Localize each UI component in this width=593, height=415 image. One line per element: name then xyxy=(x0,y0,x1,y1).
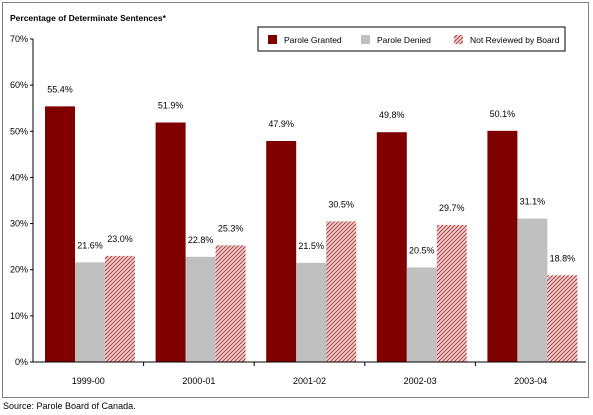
bar-labels-group: 55.4% 21.6% 23.0% 51.9% 22.8% 25.3% 47.9% 21.5%… xyxy=(47,84,575,263)
y-tick-label: 60% xyxy=(10,80,28,90)
bar-parole-denied xyxy=(75,262,105,362)
bar-parole-denied xyxy=(517,218,548,362)
legend-label: Parole Granted xyxy=(284,35,342,45)
y-axis-ticks: 0% 10% 20% 30% 40% 50% 60% 70% xyxy=(10,34,33,367)
bar-parole-granted xyxy=(266,140,297,362)
axes-group xyxy=(32,39,586,363)
legend-swatch xyxy=(361,35,370,44)
data-label: 22.8% xyxy=(188,235,214,245)
bars-group xyxy=(45,106,578,363)
data-label: 49.8% xyxy=(379,110,405,120)
bar-not-reviewed-by-board xyxy=(436,224,467,362)
data-label: 31.1% xyxy=(520,196,546,206)
data-label: 23.0% xyxy=(107,234,133,244)
legend-swatch xyxy=(454,35,463,44)
y-tick-label: 30% xyxy=(10,219,28,229)
data-label: 55.4% xyxy=(47,84,73,94)
data-label: 21.6% xyxy=(77,240,103,250)
data-label: 25.3% xyxy=(218,223,244,233)
y-tick-label: 50% xyxy=(10,126,28,136)
legend-box xyxy=(257,26,566,52)
x-tick-label: 2002-03 xyxy=(404,376,437,386)
x-axis-ticks: 1999-00 2000-01 2001-02 2002-03 2003-04 xyxy=(72,362,547,386)
data-label: 20.5% xyxy=(409,245,435,255)
bar-parole-granted xyxy=(45,106,75,363)
y-tick-label: 10% xyxy=(10,311,28,321)
data-label: 50.1% xyxy=(490,109,516,119)
x-tick-label: 2001-02 xyxy=(293,376,326,386)
bar-parole-denied xyxy=(185,256,216,362)
legend-label: Not Reviewed by Board xyxy=(470,35,560,45)
data-label: 18.8% xyxy=(550,253,576,263)
data-label: 51.9% xyxy=(158,101,184,111)
y-axis-label: Percentage of Determinate Sentences* xyxy=(10,13,167,23)
bar-not-reviewed-by-board xyxy=(326,221,357,362)
bar-parole-granted xyxy=(487,130,518,362)
y-tick-label: 0% xyxy=(15,357,28,367)
legend-label: Parole Denied xyxy=(377,35,431,45)
bar-parole-denied xyxy=(406,267,437,362)
source-note: Source: Parole Board of Canada. xyxy=(3,401,136,411)
data-label: 29.7% xyxy=(439,203,465,213)
legend: Parole Granted Parole Denied Not Reviewed … xyxy=(257,26,566,52)
x-tick-label: 1999-00 xyxy=(72,376,105,386)
data-label: 30.5% xyxy=(328,199,354,209)
y-tick-label: 40% xyxy=(10,172,28,182)
data-label: 21.5% xyxy=(298,241,324,251)
bar-not-reviewed-by-board xyxy=(105,255,135,362)
bar-parole-granted xyxy=(155,122,186,362)
y-tick-label: 70% xyxy=(10,34,28,44)
x-tick-label: 2003-04 xyxy=(514,376,547,386)
bar-parole-denied xyxy=(296,262,327,362)
bar-not-reviewed-by-board xyxy=(547,275,578,362)
bar-parole-granted xyxy=(376,132,407,362)
x-tick-label: 2000-01 xyxy=(182,376,215,386)
bar-not-reviewed-by-board xyxy=(215,245,246,362)
legend-swatch xyxy=(268,35,277,44)
y-tick-label: 20% xyxy=(10,265,28,275)
data-label: 47.9% xyxy=(268,119,294,129)
